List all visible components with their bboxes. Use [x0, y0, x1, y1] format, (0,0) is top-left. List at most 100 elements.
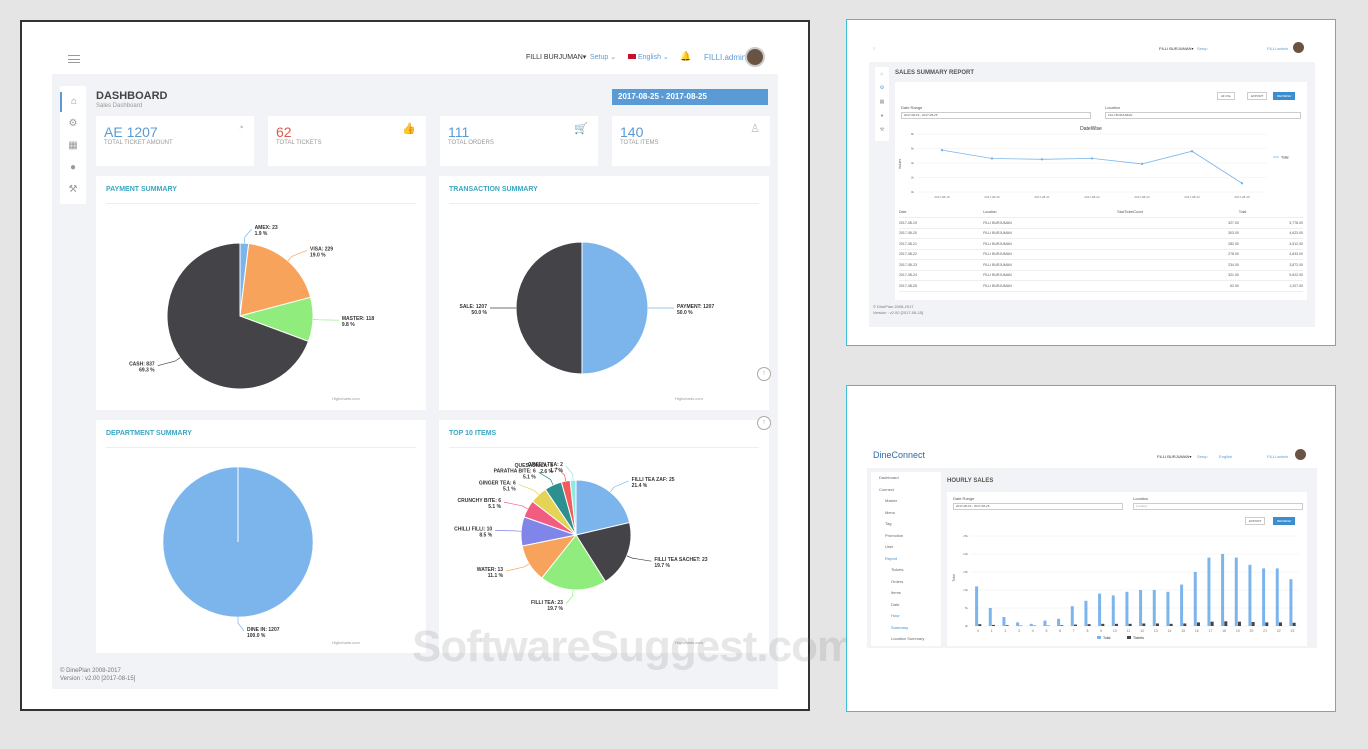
data-point[interactable]: [1240, 182, 1244, 185]
bar[interactable]: [975, 586, 979, 626]
bar[interactable]: [1275, 568, 1279, 626]
export-button[interactable]: EXPORT: [1247, 92, 1268, 100]
logo[interactable]: DineConnect: [873, 450, 926, 460]
bar[interactable]: [988, 608, 992, 626]
bar[interactable]: [1070, 606, 1074, 626]
data-point[interactable]: [990, 157, 994, 160]
legend-label[interactable]: Tickets: [1133, 636, 1144, 640]
bar[interactable]: [1248, 564, 1252, 626]
sidebar-item[interactable]: Menu: [885, 509, 896, 515]
date-range-input[interactable]: 2017-08-19 - 2017-08-25: [901, 112, 1091, 119]
bar[interactable]: [1139, 590, 1143, 626]
sidebar-item[interactable]: Promotion: [885, 532, 904, 538]
sidebar-item[interactable]: Date: [891, 601, 900, 607]
avatar[interactable]: [1295, 449, 1306, 460]
sidebar-item[interactable]: Master: [885, 498, 898, 503]
sidebar-item[interactable]: User: [885, 544, 894, 549]
pie-slice[interactable]: [515, 241, 583, 375]
location-selector[interactable]: FILLI BURJUMAN▾: [1157, 454, 1192, 459]
pie-slice[interactable]: [541, 534, 607, 591]
location-selector[interactable]: FILLI BURJUMAN▾: [526, 54, 587, 61]
bar[interactable]: [1101, 623, 1105, 626]
all-csl-button[interactable]: All CSL: [1217, 92, 1236, 100]
location-input[interactable]: Location: [1133, 503, 1303, 510]
bar[interactable]: [1087, 624, 1091, 626]
location-input[interactable]: FILLI BURJUMAN: [1105, 112, 1301, 119]
menu-toggle-icon[interactable]: [68, 55, 80, 63]
bar[interactable]: [1183, 623, 1187, 626]
sidebar-item[interactable]: Report: [885, 555, 898, 561]
scroll-top-button[interactable]: ↑: [757, 416, 771, 430]
bar[interactable]: [1125, 591, 1129, 626]
data-point[interactable]: [1090, 157, 1094, 160]
wrench-icon[interactable]: ⚒: [879, 127, 885, 133]
date-range-button[interactable]: 2017-08-25 - 2017-08-25: [612, 89, 768, 105]
avatar[interactable]: [745, 47, 765, 67]
home-icon[interactable]: ⌂: [60, 92, 86, 112]
bar[interactable]: [1002, 617, 1006, 626]
bar[interactable]: [1084, 600, 1088, 626]
bar[interactable]: [1265, 622, 1269, 626]
bar[interactable]: [1060, 625, 1064, 626]
data-point[interactable]: [940, 148, 944, 152]
data-point[interactable]: [1190, 150, 1194, 153]
scroll-top-button[interactable]: ↑: [757, 367, 771, 381]
bar[interactable]: [1237, 621, 1241, 626]
bar[interactable]: [1016, 622, 1020, 626]
export-button[interactable]: EXPORT: [1245, 517, 1266, 525]
pie-slice[interactable]: [575, 521, 632, 583]
setup-menu[interactable]: Setup: [1197, 46, 1208, 51]
user-icon[interactable]: ●: [880, 113, 884, 119]
bar[interactable]: [1043, 620, 1047, 626]
pie-slice[interactable]: [581, 241, 649, 375]
refresh-button[interactable]: REFRESH: [1273, 517, 1296, 525]
bar[interactable]: [1098, 593, 1102, 626]
sidebar-item[interactable]: Tag: [885, 521, 892, 526]
bar[interactable]: [1196, 622, 1200, 626]
bar[interactable]: [1029, 623, 1033, 626]
bar[interactable]: [1114, 623, 1118, 626]
bar[interactable]: [1169, 623, 1173, 626]
location-selector[interactable]: FILLI BURJUMAN▾: [1159, 46, 1194, 51]
setup-menu[interactable]: Setup ⌄: [590, 54, 617, 61]
sidebar-item[interactable]: Summary: [891, 624, 909, 630]
data-point[interactable]: [1140, 162, 1144, 166]
bar[interactable]: [1234, 557, 1238, 626]
date-range-input[interactable]: 2017-08-19 - 2017-08-25: [953, 503, 1123, 510]
bar[interactable]: [1289, 579, 1293, 626]
wrench-icon[interactable]: ⚒: [68, 184, 78, 195]
avatar[interactable]: [1293, 42, 1304, 53]
sidebar-item[interactable]: Hour: [891, 613, 900, 618]
user-name[interactable]: FILLI.admin: [1267, 46, 1289, 51]
bar[interactable]: [1166, 591, 1170, 626]
data-point[interactable]: [1040, 158, 1044, 161]
bar[interactable]: [1207, 557, 1211, 626]
grid-icon[interactable]: ▦: [879, 99, 885, 105]
grid-icon[interactable]: ▦: [68, 140, 78, 151]
bar[interactable]: [1193, 572, 1197, 626]
bar[interactable]: [1262, 568, 1266, 626]
language-selector[interactable]: English ⌄: [628, 53, 669, 61]
bar[interactable]: [1142, 623, 1146, 626]
language-selector[interactable]: English: [1219, 454, 1233, 459]
bar[interactable]: [978, 624, 982, 626]
bar[interactable]: [1155, 623, 1159, 626]
bar[interactable]: [1057, 618, 1061, 626]
settings-icon[interactable]: ⚙: [68, 118, 78, 129]
bar[interactable]: [1292, 622, 1296, 626]
bar[interactable]: [1221, 554, 1225, 626]
legend-label[interactable]: Total: [1103, 636, 1111, 640]
pie-slice[interactable]: [239, 242, 312, 317]
sidebar-item[interactable]: Orders: [891, 578, 904, 584]
bar[interactable]: [1251, 622, 1255, 626]
bar[interactable]: [991, 624, 995, 626]
bar[interactable]: [1278, 622, 1282, 626]
user-name[interactable]: FILLI.admin: [1267, 454, 1289, 459]
bar[interactable]: [1180, 584, 1184, 626]
user-icon[interactable]: ●: [69, 162, 77, 173]
menu-toggle-icon[interactable]: ≡: [873, 46, 876, 51]
sidebar-item[interactable]: Dashboard: [879, 475, 899, 480]
bar[interactable]: [1111, 595, 1115, 626]
sidebar-item[interactable]: Connect: [879, 486, 894, 492]
sidebar-item[interactable]: Tickets: [891, 567, 904, 572]
